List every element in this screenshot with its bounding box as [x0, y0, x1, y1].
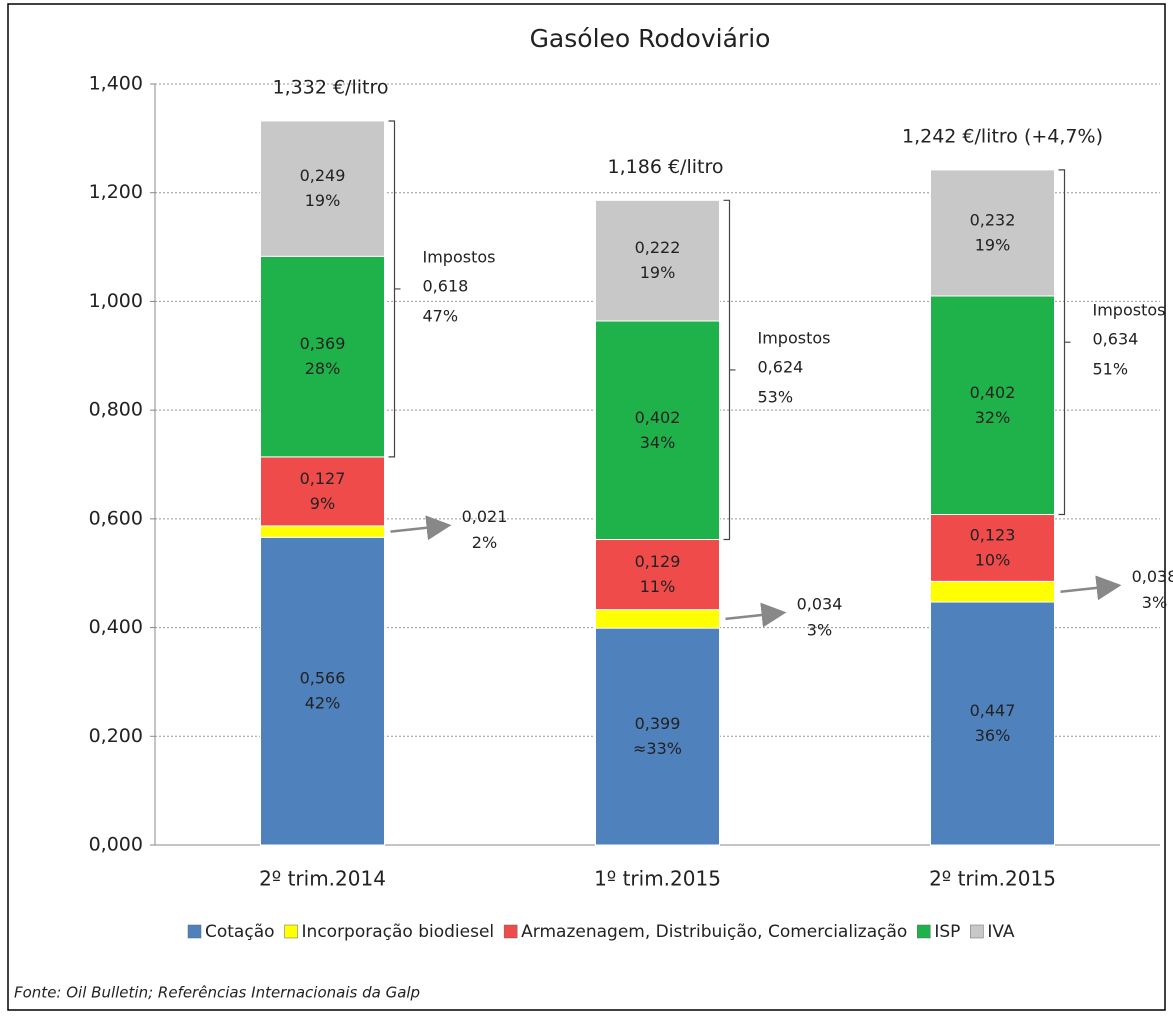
- total-label: 1,332 €/litro: [273, 76, 389, 98]
- x-tick-label: 1º trim.2015: [594, 867, 721, 891]
- value-label: 0,402: [970, 383, 1016, 402]
- legend-swatch: [284, 924, 298, 939]
- y-tick-label: 0,400: [89, 616, 143, 638]
- bar-segment: [260, 536, 385, 846]
- value-label: 0,369: [300, 334, 346, 353]
- tax-bracket: [723, 199, 736, 541]
- percent-label: ≈33%: [633, 739, 682, 758]
- tax-bracket: [388, 120, 401, 458]
- value-label: 0,123: [970, 525, 1016, 544]
- percent-label: 19%: [305, 191, 341, 210]
- value-label: 0,021: [462, 507, 508, 526]
- percent-label: 2%: [472, 533, 497, 552]
- y-tick-label: 1,200: [89, 181, 143, 203]
- total-label: 1,242 €/litro (+4,7%): [902, 125, 1103, 147]
- bar-segment: [595, 609, 720, 629]
- percent-label: 10%: [975, 550, 1011, 569]
- value-label: 0,447: [970, 701, 1016, 720]
- tax-label: Impostos: [758, 328, 831, 347]
- value-label: 0,402: [635, 408, 681, 427]
- bar-segment: [260, 120, 385, 257]
- legend-swatch: [970, 924, 984, 939]
- value-label: 0,034: [797, 594, 843, 613]
- tax-bracket: [1058, 169, 1071, 516]
- percent-label: 32%: [975, 408, 1011, 427]
- value-label: 0,038: [1132, 567, 1173, 586]
- legend-label: Incorporação biodiesel: [302, 922, 495, 942]
- tax-label: Impostos: [423, 247, 496, 266]
- total-label: 1,186 €/litro: [608, 156, 724, 178]
- y-tick-label: 0,000: [89, 834, 143, 856]
- percent-label: 36%: [975, 726, 1011, 745]
- bar-segment: [930, 580, 1055, 603]
- bar-segment: [595, 199, 720, 322]
- bar-segment: [930, 601, 1055, 846]
- legend-swatch: [187, 924, 202, 939]
- value-label: 0,232: [970, 210, 1016, 229]
- bar-segment: [930, 295, 1055, 516]
- bar-segment: [930, 169, 1055, 297]
- value-label: 0,566: [300, 669, 346, 688]
- value-label: 0,399: [635, 714, 681, 733]
- value-label: 0,222: [635, 238, 681, 257]
- arrow: [725, 602, 787, 628]
- bar-segment: [595, 627, 720, 846]
- value-label: 0,129: [635, 552, 681, 571]
- tax-share: 47%: [423, 306, 459, 325]
- tax-value: 0,624: [758, 357, 804, 376]
- percent-label: 42%: [305, 694, 341, 713]
- bar-segment: [260, 525, 385, 538]
- source: Fonte: Oil Bulletin; Referências Interna…: [14, 984, 420, 1002]
- bar-segment: [595, 320, 720, 541]
- legend-label: Cotação: [205, 922, 275, 942]
- legend-swatch: [503, 924, 518, 939]
- percent-label: 19%: [640, 263, 676, 282]
- tax-label: Impostos: [1093, 301, 1166, 320]
- bar-segment: [260, 255, 385, 458]
- value-label: 0,127: [300, 469, 346, 488]
- bar-segment: [595, 539, 720, 611]
- tax-share: 51%: [1093, 360, 1129, 379]
- bar-segment: [260, 456, 385, 527]
- percent-label: 28%: [305, 359, 341, 378]
- chart-title: Gasóleo Rodoviário: [530, 24, 771, 53]
- percent-label: 19%: [975, 235, 1011, 254]
- bar-segment: [930, 514, 1055, 582]
- tax-value: 0,634: [1093, 330, 1139, 349]
- arrow: [390, 515, 452, 541]
- legend-label: Armazenagem, Distribuição, Comercializaç…: [521, 922, 907, 942]
- y-tick-label: 1,000: [89, 290, 143, 312]
- legend-label: ISP: [934, 922, 960, 942]
- percent-label: 11%: [640, 577, 676, 596]
- tax-share: 53%: [758, 387, 794, 406]
- y-tick-label: 1,400: [89, 73, 143, 95]
- percent-label: 34%: [640, 433, 676, 452]
- x-tick-label: 2º trim.2014: [259, 867, 386, 891]
- legend-swatch: [917, 924, 931, 939]
- percent-label: 3%: [1142, 593, 1167, 612]
- y-tick-label: 0,200: [89, 725, 143, 747]
- legend-label: IVA: [987, 922, 1015, 942]
- value-label: 0,249: [300, 166, 346, 185]
- percent-label: 9%: [310, 494, 335, 513]
- percent-label: 3%: [807, 620, 832, 639]
- arrow: [1060, 575, 1122, 601]
- tax-value: 0,618: [423, 276, 469, 295]
- y-tick-label: 0,600: [89, 507, 143, 529]
- y-tick-label: 0,800: [89, 399, 143, 421]
- x-tick-label: 2º trim.2015: [929, 867, 1056, 891]
